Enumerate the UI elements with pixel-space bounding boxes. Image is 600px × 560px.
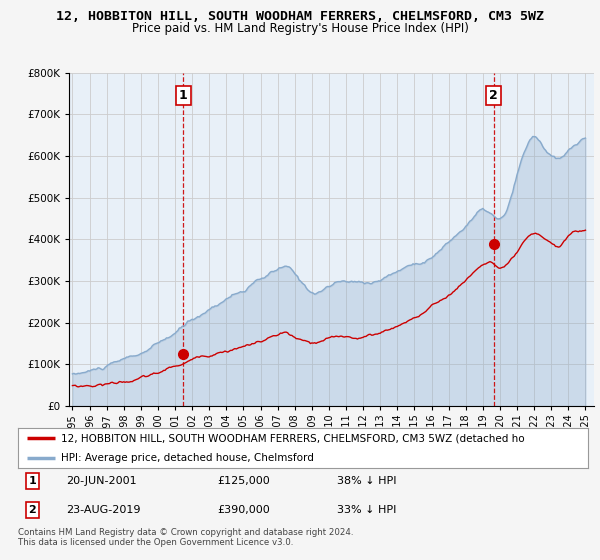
- Text: 1: 1: [28, 476, 36, 486]
- Text: Price paid vs. HM Land Registry's House Price Index (HPI): Price paid vs. HM Land Registry's House …: [131, 22, 469, 35]
- Text: 1: 1: [179, 89, 187, 102]
- Text: 12, HOBBITON HILL, SOUTH WOODHAM FERRERS, CHELMSFORD, CM3 5WZ: 12, HOBBITON HILL, SOUTH WOODHAM FERRERS…: [56, 10, 544, 23]
- Text: 2: 2: [28, 505, 36, 515]
- Text: 20-JUN-2001: 20-JUN-2001: [67, 476, 137, 486]
- Text: £390,000: £390,000: [218, 505, 270, 515]
- Text: 38% ↓ HPI: 38% ↓ HPI: [337, 476, 397, 486]
- Text: Contains HM Land Registry data © Crown copyright and database right 2024.
This d: Contains HM Land Registry data © Crown c…: [18, 528, 353, 547]
- Text: 33% ↓ HPI: 33% ↓ HPI: [337, 505, 397, 515]
- Text: 23-AUG-2019: 23-AUG-2019: [67, 505, 141, 515]
- Text: HPI: Average price, detached house, Chelmsford: HPI: Average price, detached house, Chel…: [61, 453, 314, 463]
- Text: 12, HOBBITON HILL, SOUTH WOODHAM FERRERS, CHELMSFORD, CM3 5WZ (detached ho: 12, HOBBITON HILL, SOUTH WOODHAM FERRERS…: [61, 433, 524, 443]
- Text: 2: 2: [490, 89, 498, 102]
- Text: £125,000: £125,000: [218, 476, 270, 486]
